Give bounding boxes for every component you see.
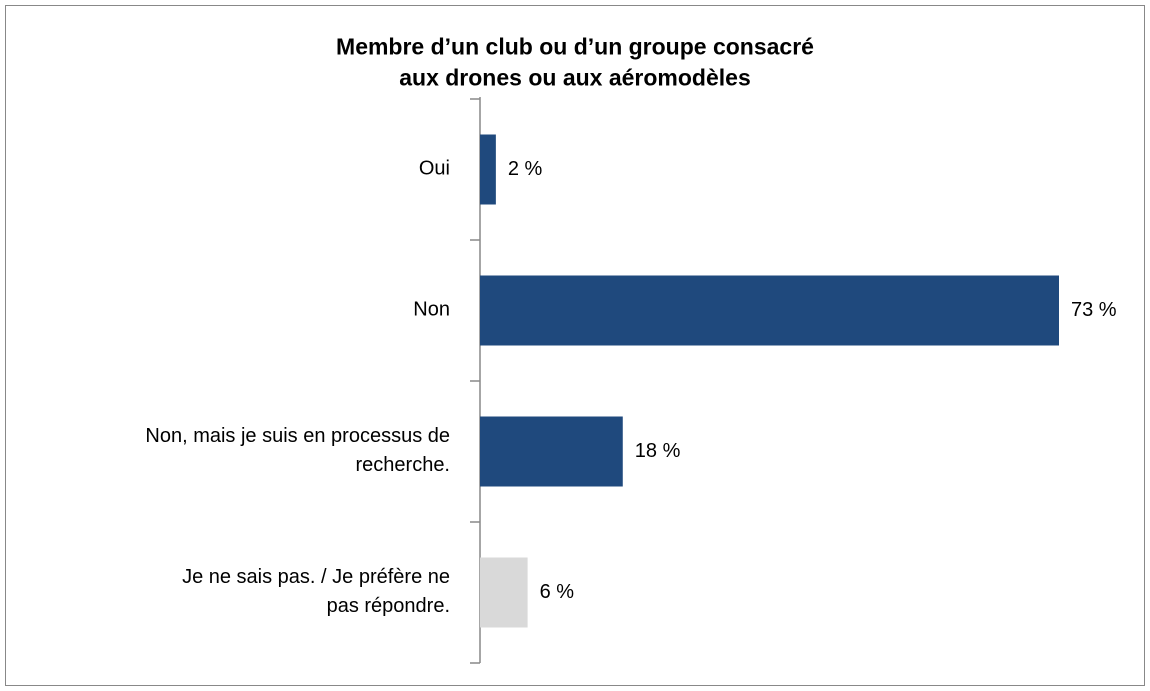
bar [480,275,1059,346]
value-label: 73 % [1071,299,1117,321]
category-label: Non [413,299,450,321]
category-label-line: pas répondre. [327,595,450,617]
bar [480,134,496,205]
category-label: Je ne sais pas. / Je préfère ne pas répon… [182,566,450,617]
chart-title-line: Membre d’un club ou d’un groupe consacré [336,34,814,60]
category-label: Oui [419,158,450,180]
value-label: 6 % [540,581,575,603]
category-label-line: Je ne sais pas. / Je préfère ne [182,566,450,588]
bar [480,416,623,487]
category-label: Non, mais je suis en processus de recherc… [145,425,450,476]
chart-title-line: aux drones ou aux aéromodèles [399,65,751,91]
category-label-line: Non [413,299,450,321]
category-label-line: Non, mais je suis en processus de [145,425,450,447]
value-label: 2 % [508,158,543,180]
category-label-line: recherche. [356,454,451,476]
value-label: 18 % [635,440,681,462]
chart-title: Membre d’un club ou d’un groupe consacré… [336,34,814,91]
bar [480,557,528,628]
category-label-line: Oui [419,158,450,180]
